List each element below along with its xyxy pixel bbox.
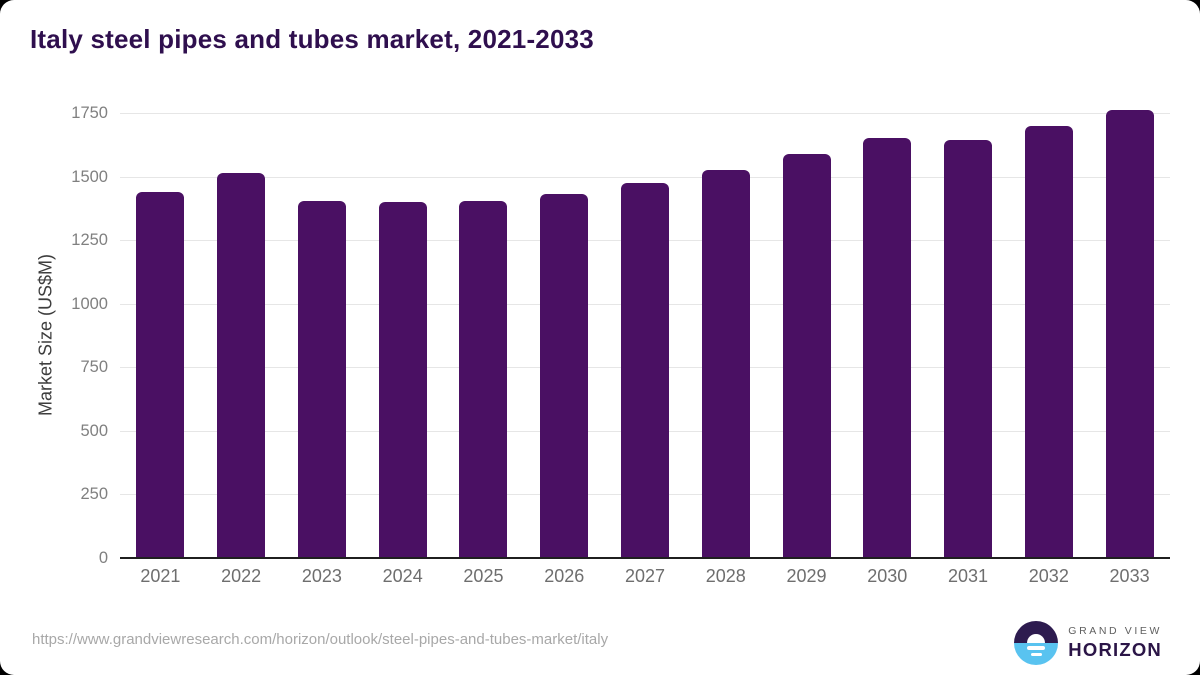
logo-grand-view-label: GRAND VIEW <box>1068 625 1162 637</box>
logo-horizon-label: HORIZON <box>1068 639 1162 660</box>
bar-2031[interactable] <box>944 139 993 558</box>
bar-2029[interactable] <box>782 153 831 558</box>
bars-row <box>120 110 1170 558</box>
bar-slot-2032 <box>1008 113 1089 558</box>
y-tick-label-750: 750 <box>80 358 108 377</box>
bar-2032[interactable] <box>1024 125 1073 558</box>
bar-2026[interactable] <box>540 194 589 558</box>
bar-slot-2031 <box>928 113 1009 558</box>
logo-reflection-line-1 <box>1027 646 1046 650</box>
bar-slot-2022 <box>201 113 282 558</box>
bar-2025[interactable] <box>459 200 508 558</box>
bar-slot-2027 <box>605 113 686 558</box>
bar-slot-2024 <box>362 113 443 558</box>
x-tick-label-2024: 2024 <box>382 566 423 586</box>
grand-view-horizon-logo: GRAND VIEW HORIZON <box>1014 620 1162 666</box>
bar-2030[interactable] <box>863 138 912 558</box>
y-tick-label-500: 500 <box>80 421 108 440</box>
y-tick-label-0: 0 <box>98 549 108 567</box>
x-tick-label-2021: 2021 <box>140 566 181 586</box>
x-tick-label-2026: 2026 <box>544 566 585 586</box>
bar-2028[interactable] <box>701 170 750 558</box>
y-tick-label-1750: 1750 <box>71 104 108 122</box>
y-tick-label-250: 250 <box>80 485 108 504</box>
bar-2022[interactable] <box>217 172 266 558</box>
x-tick-label-2022: 2022 <box>221 566 262 586</box>
chart-title: Italy steel pipes and tubes market, 2021… <box>30 24 594 54</box>
bar-2027[interactable] <box>620 182 669 558</box>
logo-sun-shape <box>1027 634 1046 643</box>
bar-slot-2025 <box>443 113 524 558</box>
x-tick-label-2030: 2030 <box>867 566 908 586</box>
x-tick-label-2027: 2027 <box>624 566 665 586</box>
logo-sky-half <box>1014 621 1059 643</box>
horizon-sunset-icon <box>1014 621 1059 665</box>
logo-text: GRAND VIEW HORIZON <box>1068 625 1162 661</box>
y-tick-label-1250: 1250 <box>71 231 108 250</box>
x-tick-label-2029: 2029 <box>786 566 827 586</box>
bar-2033[interactable] <box>1105 110 1154 558</box>
plot-area <box>120 110 1170 559</box>
bar-2024[interactable] <box>378 202 427 558</box>
x-tick-label-2032: 2032 <box>1028 566 1069 586</box>
bar-slot-2028 <box>685 113 766 558</box>
bar-slot-2030 <box>847 113 928 558</box>
x-tick-label-2023: 2023 <box>301 566 342 586</box>
bar-2021[interactable] <box>136 191 185 558</box>
bar-slot-2029 <box>766 113 847 558</box>
y-tick-label-1500: 1500 <box>71 167 108 186</box>
bar-2023[interactable] <box>297 200 346 558</box>
bar-slot-2033 <box>1089 110 1170 558</box>
bar-slot-2021 <box>120 113 201 558</box>
x-axis-line <box>120 557 1170 559</box>
bar-slot-2023 <box>282 113 363 558</box>
x-tick-label-2028: 2028 <box>705 566 746 586</box>
x-axis-tick-labels: 2021 2022 2023 2024 2025 2026 2027 2028 2029 2030… <box>120 566 1170 587</box>
x-tick-label-2025: 2025 <box>463 566 504 586</box>
logo-reflection-line-2 <box>1030 652 1042 656</box>
bar-slot-2026 <box>524 113 605 558</box>
x-tick-label-2031: 2031 <box>948 566 989 586</box>
gridline-1500 <box>120 176 1170 178</box>
source-url: https://www.grandviewresearch.com/horizo… <box>32 631 609 648</box>
x-tick-label-2033: 2033 <box>1109 566 1150 586</box>
gridline-1750 <box>120 113 1170 114</box>
y-axis-tick-labels: 0 250 500 750 1000 1250 1500 1750 <box>0 104 108 567</box>
y-tick-label-1000: 1000 <box>71 294 108 313</box>
